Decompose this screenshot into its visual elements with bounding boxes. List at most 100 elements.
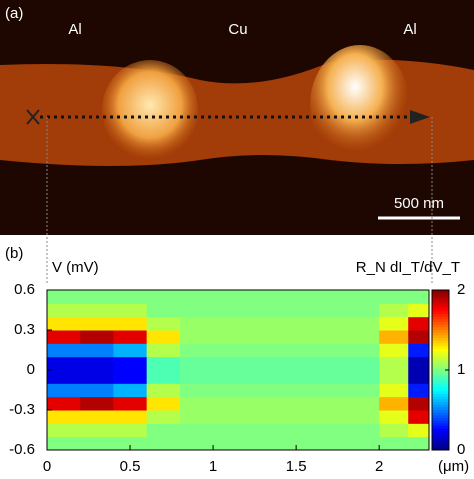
heatmap-cell <box>246 290 281 304</box>
colorbar-segment <box>432 354 449 358</box>
colorbar-segment <box>432 428 449 432</box>
heatmap-cell <box>279 396 314 411</box>
colorbar-tick-label: 0 <box>457 441 465 458</box>
heatmap-cell <box>47 383 81 398</box>
heatmap-cell <box>279 383 314 398</box>
heatmap-cell <box>146 316 181 331</box>
heatmap-cell <box>47 410 81 424</box>
heatmap-cell <box>345 410 380 424</box>
heatmap-cell <box>179 290 214 304</box>
heatmap-cell <box>213 436 247 451</box>
heatmap-cell <box>345 370 380 384</box>
x-tick-label: 1 <box>209 458 217 474</box>
colorbar-segment <box>432 378 449 382</box>
colorbar-segment <box>432 303 449 307</box>
colorbar-segment <box>432 434 449 438</box>
region-label: Cu <box>228 21 247 38</box>
heatmap-cell <box>80 330 114 344</box>
colorbar-segment <box>432 383 449 387</box>
heatmap-cell <box>179 383 214 398</box>
heatmap-cell <box>179 436 214 451</box>
heatmap-cell <box>213 343 247 358</box>
colorbar-segment <box>432 290 449 294</box>
colorbar-segment <box>432 364 449 368</box>
heatmap-cell <box>213 396 247 411</box>
heatmap-cell <box>113 383 148 398</box>
region-label: Al <box>68 21 81 38</box>
heatmap-cell <box>279 423 314 438</box>
heatmap-cell <box>312 436 347 451</box>
colorbar-segment <box>432 386 449 390</box>
heatmap-cell <box>47 290 81 304</box>
heatmap-cell <box>146 356 181 371</box>
heatmap-cell <box>113 290 148 304</box>
heatmap-cell <box>279 343 314 358</box>
heatmap-cell <box>408 330 430 344</box>
colorbar-segment <box>432 356 449 360</box>
heatmap-cell <box>408 343 430 358</box>
heatmap-cell <box>146 303 181 318</box>
colorbar-segment <box>432 362 449 366</box>
colorbar-segment <box>432 372 449 376</box>
colorbar-segment <box>432 322 449 326</box>
heatmap-cell <box>312 290 347 304</box>
colorbar-segment <box>432 380 449 384</box>
colorbar-segment <box>432 359 449 363</box>
heatmap-cell <box>80 356 114 371</box>
colorbar-segment <box>432 346 449 350</box>
heatmap-cell <box>179 370 214 384</box>
y-tick-label: 0.6 <box>14 281 35 298</box>
colorbar-segment <box>432 327 449 331</box>
heatmap-cell <box>80 436 114 451</box>
heatmap-cell <box>146 396 181 411</box>
colorbar-segment <box>432 399 449 403</box>
heatmap-cell <box>213 383 247 398</box>
heatmap-cell <box>179 330 214 344</box>
heatmap-cell <box>379 436 409 451</box>
heatmap-cell <box>179 423 214 438</box>
colorbar-segment <box>432 394 449 398</box>
heatmap-cell <box>408 383 430 398</box>
heatmap-cell <box>146 370 181 384</box>
colorbar-segment <box>432 324 449 328</box>
heatmap-cell <box>113 343 148 358</box>
heatmap-cell <box>246 423 281 438</box>
heatmap-cell <box>345 396 380 411</box>
colorbar-segment <box>432 367 449 371</box>
heatmap-cell <box>213 290 247 304</box>
colorbar-segment <box>432 412 449 416</box>
heatmap-cell <box>312 396 347 411</box>
heatmap-cell <box>47 330 81 344</box>
colorbar-tick-label: 1 <box>457 361 465 378</box>
heatmap-cell <box>279 330 314 344</box>
heatmap-cell <box>345 343 380 358</box>
heatmap-cell <box>213 330 247 344</box>
colorbar-segment <box>432 410 449 414</box>
heatmap-cell <box>213 423 247 438</box>
colorbar-segment <box>432 418 449 422</box>
heatmap-cell <box>246 370 281 384</box>
colorbar-segment <box>432 442 449 446</box>
y-tick-label: 0 <box>27 361 35 378</box>
heatmap-cell <box>312 383 347 398</box>
heatmap-cell <box>408 423 430 438</box>
heatmap-cell <box>312 356 347 371</box>
x-tick-label: 1.5 <box>286 458 307 474</box>
heatmap-cell <box>146 423 181 438</box>
heatmap-cell <box>47 303 81 318</box>
heatmap-cell <box>379 343 409 358</box>
colorbar-label: R_N dI_T/dV_T <box>356 259 460 276</box>
colorbar-segment <box>432 295 449 299</box>
colorbar-segment <box>432 404 449 408</box>
heatmap-cell <box>379 290 409 304</box>
x-tick-label: 0 <box>43 458 51 474</box>
x-axis-label: (μm) <box>438 458 469 474</box>
heatmap-cell <box>80 370 114 384</box>
heatmap-cell <box>279 290 314 304</box>
heatmap-cell <box>345 423 380 438</box>
heatmap-cell <box>113 396 148 411</box>
heatmap-cell <box>80 396 114 411</box>
y-tick-label: -0.3 <box>9 401 35 418</box>
heatmap-cell <box>379 396 409 411</box>
heatmap-cell <box>213 356 247 371</box>
